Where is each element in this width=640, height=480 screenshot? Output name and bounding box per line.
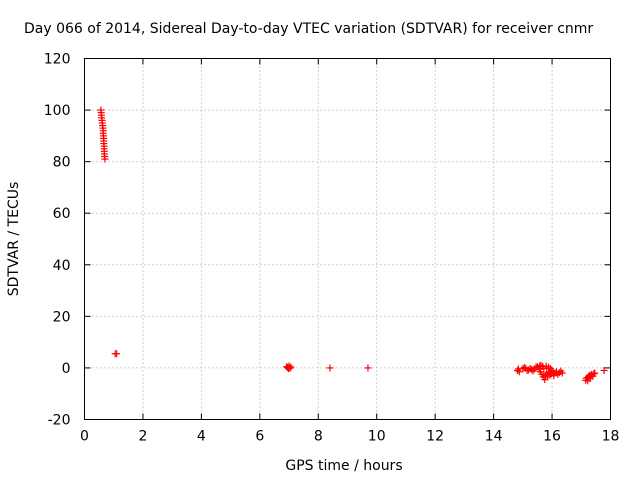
y-tick-label: 20 <box>53 309 71 325</box>
data-point <box>558 369 566 377</box>
x-tick-label: 0 <box>80 429 89 445</box>
y-tick-label: 80 <box>53 155 71 171</box>
x-tick-label: 4 <box>197 429 206 445</box>
y-axis-label: SDTVAR / TECUs <box>6 182 22 297</box>
axis-ticks: 0 2 4 6 8 10 12 14 16 18 -20 0 20 40 60 80 100 120 <box>44 52 620 445</box>
y-tick-label: 100 <box>44 103 71 119</box>
x-tick-label: 6 <box>255 429 264 445</box>
x-tick-label: 16 <box>543 429 561 445</box>
x-tick-label: 12 <box>426 429 444 445</box>
data-point <box>600 367 608 375</box>
data-point <box>364 364 372 372</box>
y-tick-label: 40 <box>53 258 71 274</box>
plot-frame <box>84 58 611 420</box>
x-tick-label: 2 <box>138 429 147 445</box>
data-point <box>591 369 599 377</box>
data-point <box>287 363 295 371</box>
data-points <box>97 106 608 385</box>
chart-title: Day 066 of 2014, Sidereal Day-to-day VTE… <box>24 21 593 37</box>
data-point <box>514 367 522 375</box>
x-axis-label: GPS time / hours <box>285 458 402 474</box>
grid <box>84 58 611 420</box>
y-tick-label: 120 <box>44 52 71 68</box>
data-point <box>515 368 523 376</box>
y-tick-label: -20 <box>48 413 71 429</box>
y-tick-label: 0 <box>62 361 71 377</box>
data-point <box>113 350 121 358</box>
x-tick-label: 18 <box>602 429 620 445</box>
x-tick-label: 8 <box>314 429 323 445</box>
x-tick-label: 14 <box>485 429 503 445</box>
x-tick-label: 10 <box>368 429 386 445</box>
data-point <box>286 364 294 372</box>
data-point <box>326 364 334 372</box>
data-point <box>101 155 109 163</box>
y-tick-label: 60 <box>53 206 71 222</box>
